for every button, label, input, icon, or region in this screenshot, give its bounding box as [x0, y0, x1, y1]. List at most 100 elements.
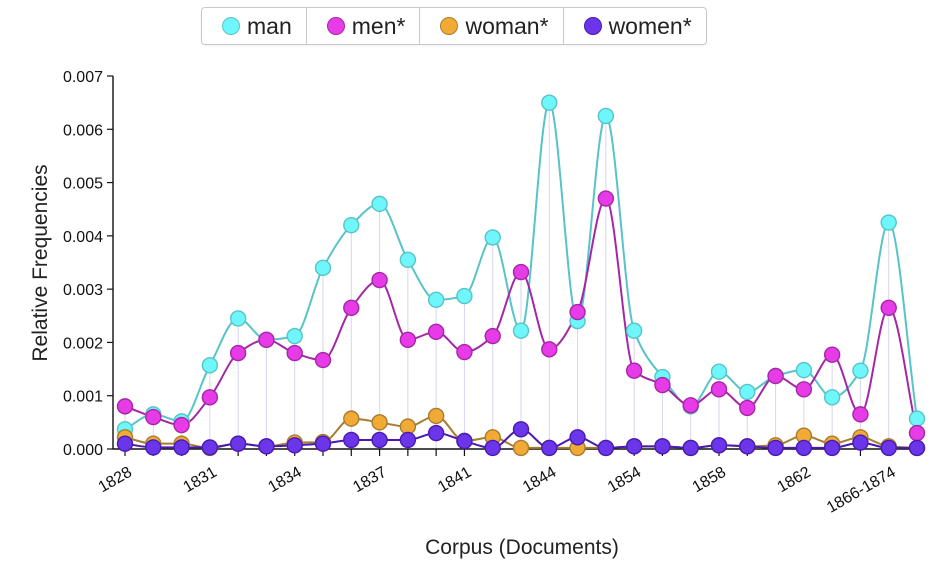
legend-item-men[interactable]: men*: [307, 8, 421, 44]
y-tick-label: 0.003: [63, 282, 103, 299]
data-point-women[interactable]: [484, 439, 501, 457]
data-point-man[interactable]: [286, 327, 303, 345]
data-point-man[interactable]: [852, 362, 869, 379]
data-point-women[interactable]: [710, 437, 728, 454]
x-tick-label: 1837: [350, 464, 389, 497]
data-point-man[interactable]: [908, 410, 926, 427]
data-point-man[interactable]: [880, 214, 897, 231]
y-tick-label: 0.001: [63, 389, 103, 406]
x-tick-label: 1844: [520, 464, 559, 497]
data-point-men[interactable]: [767, 367, 784, 385]
data-point-man[interactable]: [456, 287, 473, 305]
data-point-women[interactable]: [682, 439, 699, 457]
legend-label-men: men*: [351, 12, 406, 39]
data-point-men[interactable]: [314, 351, 332, 369]
legend-item-man[interactable]: man: [202, 8, 307, 44]
data-point-woman[interactable]: [427, 407, 445, 425]
data-point-men[interactable]: [541, 341, 558, 358]
data-point-man[interactable]: [427, 291, 445, 308]
x-tick-label: 1866-1874: [824, 464, 899, 517]
data-point-woman[interactable]: [371, 414, 388, 431]
data-point-men[interactable]: [710, 381, 728, 398]
data-point-women[interactable]: [569, 429, 586, 446]
data-point-women[interactable]: [371, 431, 388, 449]
data-point-man[interactable]: [739, 383, 756, 401]
data-point-men[interactable]: [484, 327, 501, 345]
data-point-women[interactable]: [823, 439, 841, 457]
data-point-women[interactable]: [201, 439, 219, 456]
data-point-man[interactable]: [625, 322, 643, 339]
data-point-woman[interactable]: [512, 439, 530, 457]
data-point-men[interactable]: [823, 346, 841, 363]
data-point-women[interactable]: [852, 434, 869, 451]
data-point-men[interactable]: [880, 299, 897, 316]
data-point-man[interactable]: [314, 259, 332, 277]
data-point-men[interactable]: [569, 303, 586, 321]
data-point-man[interactable]: [371, 195, 388, 213]
legend-item-woman[interactable]: woman*: [420, 8, 564, 44]
data-point-men[interactable]: [427, 323, 445, 340]
data-point-women[interactable]: [116, 435, 134, 452]
data-point-man[interactable]: [484, 229, 501, 246]
data-point-man[interactable]: [710, 363, 728, 380]
legend-label-women: women*: [608, 12, 692, 39]
data-point-men[interactable]: [512, 263, 530, 281]
data-point-woman[interactable]: [343, 410, 360, 427]
data-point-women[interactable]: [286, 437, 303, 454]
data-point-men[interactable]: [682, 397, 699, 414]
data-point-men[interactable]: [229, 344, 247, 362]
data-point-men[interactable]: [116, 398, 134, 415]
data-point-women[interactable]: [541, 439, 558, 457]
data-point-men[interactable]: [456, 343, 473, 361]
data-point-men[interactable]: [625, 362, 643, 379]
y-axis: 0.000 0.001 0.002 0.003 0.004 0.005 0.006 0.007: [63, 69, 114, 459]
data-point-women[interactable]: [795, 439, 813, 457]
data-point-women[interactable]: [597, 439, 615, 457]
data-point-women[interactable]: [512, 421, 530, 438]
data-point-women[interactable]: [767, 439, 784, 457]
data-point-women[interactable]: [427, 424, 445, 442]
data-point-men[interactable]: [258, 331, 275, 348]
y-tick-label: 0.004: [63, 229, 103, 246]
data-point-women[interactable]: [314, 435, 332, 452]
data-point-man[interactable]: [343, 216, 360, 234]
data-point-man[interactable]: [795, 361, 813, 379]
data-point-women[interactable]: [258, 438, 275, 455]
data-point-women[interactable]: [145, 439, 162, 456]
data-point-man[interactable]: [597, 107, 615, 125]
data-point-men[interactable]: [201, 389, 219, 406]
data-point-women[interactable]: [739, 438, 756, 455]
data-point-man[interactable]: [399, 251, 417, 269]
legend-label-woman: woman*: [465, 12, 549, 39]
data-point-men[interactable]: [399, 331, 417, 348]
data-point-women[interactable]: [456, 432, 473, 450]
data-point-women[interactable]: [625, 438, 643, 455]
y-tick-label: 0.007: [63, 69, 103, 86]
data-point-man[interactable]: [823, 389, 841, 406]
data-point-man[interactable]: [201, 357, 219, 374]
legend-item-women[interactable]: women*: [564, 8, 706, 44]
data-point-women[interactable]: [229, 435, 247, 452]
data-point-women[interactable]: [399, 431, 417, 449]
data-point-man[interactable]: [229, 310, 247, 327]
data-point-men[interactable]: [173, 416, 190, 434]
data-point-men[interactable]: [286, 344, 303, 362]
data-point-man[interactable]: [512, 322, 530, 339]
data-point-women[interactable]: [343, 431, 360, 449]
data-point-man[interactable]: [541, 94, 558, 111]
data-point-women[interactable]: [880, 439, 897, 457]
legend-swatch-woman-icon: [440, 17, 459, 35]
data-point-women[interactable]: [173, 439, 190, 456]
data-point-men[interactable]: [343, 299, 360, 316]
data-point-men[interactable]: [371, 271, 388, 289]
data-point-men[interactable]: [145, 408, 162, 426]
data-point-men[interactable]: [852, 406, 869, 423]
data-point-women[interactable]: [908, 439, 926, 457]
data-point-women[interactable]: [654, 438, 671, 455]
data-point-men[interactable]: [597, 190, 615, 207]
data-point-men[interactable]: [795, 381, 813, 398]
data-point-men[interactable]: [739, 399, 756, 417]
data-point-men[interactable]: [908, 424, 926, 442]
y-axis-title: Relative Frequencies: [29, 164, 52, 361]
data-point-men[interactable]: [654, 376, 671, 394]
